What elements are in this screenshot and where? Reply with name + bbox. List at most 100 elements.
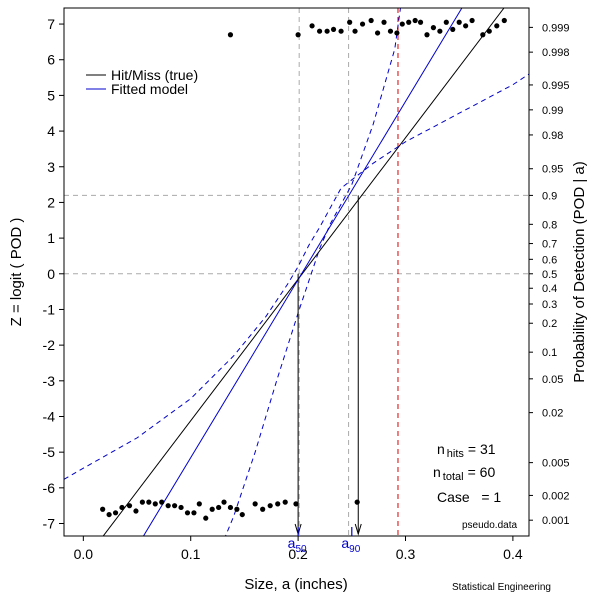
data-point-hits-26 xyxy=(469,17,475,24)
stat-hits: n hits = 31 xyxy=(437,441,496,460)
credit-text: Statistical Engineering xyxy=(452,582,551,593)
data-point-misses-10 xyxy=(165,503,171,509)
right-tick-label-17: 0.995 xyxy=(542,80,570,92)
y-tick-label-12: 5 xyxy=(47,87,55,103)
x-tick-label-1: 0.1 xyxy=(181,546,201,562)
data-point-hits-4 xyxy=(324,28,330,34)
series-line-0 xyxy=(102,8,505,536)
right-tick-label-13: 0.9 xyxy=(542,190,557,202)
right-axis: 0.001 0.002 0.005 0.02 0.05 0.1 0.2 0.3 0.4 0.5 0.… xyxy=(529,22,570,527)
data-point-misses-1 xyxy=(106,511,112,518)
a-markers: a50 a90 xyxy=(288,527,361,555)
data-point-hits-15 xyxy=(399,21,405,27)
right-tick-label-19: 0.999 xyxy=(542,22,570,34)
stat-case: Case = 1 xyxy=(437,489,501,505)
data-point-hits-8 xyxy=(352,28,358,34)
data-point-misses-19 xyxy=(221,499,227,505)
bottom-axis: 0.0 0.1 0.2 0.3 0.4 xyxy=(74,536,523,562)
x-axis-title: Size, a (inches) xyxy=(244,576,347,593)
data-point-misses-18 xyxy=(216,504,222,511)
model-lines xyxy=(64,8,529,536)
right-tick-label-11: 0.7 xyxy=(542,239,557,251)
data-point-misses-8 xyxy=(152,501,158,507)
right-tick-label-16: 0.99 xyxy=(542,105,563,117)
data-point-misses-24 xyxy=(260,506,266,512)
y-tick-label-14: 7 xyxy=(47,16,55,32)
data-point-hits-29 xyxy=(494,23,500,29)
legend-label-fitted: Fitted model xyxy=(111,81,188,97)
right-tick-label-14: 0.95 xyxy=(542,164,563,176)
y-tick-label-1: -6 xyxy=(43,480,56,496)
data-point-hits-7 xyxy=(347,19,353,25)
data-point-misses-22 xyxy=(239,511,245,518)
right-tick-label-5: 0.1 xyxy=(542,347,557,359)
reference-lines xyxy=(64,8,529,536)
data-point-misses-6 xyxy=(139,499,145,505)
data-point-misses-29 xyxy=(354,499,360,505)
y-tick-label-5: -2 xyxy=(43,337,56,353)
y2-axis-title: Probability of Detection (POD | a) xyxy=(571,161,588,382)
data-point-hits-25 xyxy=(463,23,469,29)
right-tick-label-15: 0.98 xyxy=(542,130,563,142)
arrows xyxy=(294,195,362,536)
data-point-hits-19 xyxy=(424,32,430,38)
right-tick-label-18: 0.998 xyxy=(542,47,570,59)
plot-frame xyxy=(63,7,530,537)
y-tick-label-13: 6 xyxy=(47,52,55,68)
data-point-hits-27 xyxy=(480,32,486,38)
stat-total: n total = 60 xyxy=(433,464,495,483)
right-tick-label-10: 0.6 xyxy=(542,254,557,266)
data-point-misses-9 xyxy=(159,499,165,505)
y-tick-label-2: -5 xyxy=(43,444,56,460)
series-line-1 xyxy=(142,8,463,536)
legend-label-true: Hit/Miss (true) xyxy=(111,67,198,83)
right-tick-label-4: 0.05 xyxy=(542,374,563,386)
right-tick-label-2: 0.005 xyxy=(542,458,570,470)
y-tick-label-11: 4 xyxy=(47,123,55,139)
series-line-3 xyxy=(224,8,401,536)
data-point-misses-3 xyxy=(119,504,125,511)
data-point-hits-22 xyxy=(443,19,449,25)
right-tick-label-3: 0.02 xyxy=(542,408,563,420)
data-point-misses-20 xyxy=(227,504,234,511)
data-point-hits-18 xyxy=(417,19,424,25)
marker-label-a90: a90 xyxy=(341,535,360,555)
y-tick-label-0: -7 xyxy=(43,516,56,532)
data-point-misses-2 xyxy=(112,510,119,516)
data-point-misses-11 xyxy=(172,503,178,509)
y-tick-label-9: 2 xyxy=(47,194,55,210)
pseudo-data-note: pseudo.data xyxy=(462,520,517,531)
arrow-head-1 xyxy=(354,523,362,536)
x-tick-label-0: 0.0 xyxy=(74,546,94,562)
legend: Hit/Miss (true) Fitted model xyxy=(86,67,198,97)
data-point-hits-17 xyxy=(412,17,418,24)
data-point-misses-0 xyxy=(100,506,106,512)
x-tick-label-2: 0.2 xyxy=(288,546,308,562)
data-point-hits-16 xyxy=(406,19,412,25)
data-point-misses-25 xyxy=(267,503,273,509)
data-point-hits-14 xyxy=(394,30,400,36)
data-point-misses-15 xyxy=(196,501,202,507)
data-point-hits-13 xyxy=(387,28,394,34)
data-point-misses-26 xyxy=(275,501,281,507)
y-tick-label-3: -4 xyxy=(43,408,56,424)
y-tick-label-7: 0 xyxy=(47,266,55,282)
data-point-hits-23 xyxy=(450,26,456,33)
right-tick-label-1: 0.002 xyxy=(542,490,570,502)
right-tick-label-12: 0.8 xyxy=(542,219,557,231)
data-point-hits-3 xyxy=(316,28,323,34)
data-point-hits-12 xyxy=(381,19,387,25)
data-point-hits-5 xyxy=(330,26,337,33)
data-point-hits-30 xyxy=(501,17,507,24)
data-point-misses-27 xyxy=(282,499,288,505)
y-tick-label-8: 1 xyxy=(47,230,55,246)
data-point-hits-20 xyxy=(430,25,437,31)
data-point-misses-21 xyxy=(234,506,240,512)
data-point-misses-5 xyxy=(133,508,139,514)
data-point-hits-2 xyxy=(309,23,315,29)
data-point-misses-13 xyxy=(184,510,191,516)
data-point-hits-6 xyxy=(338,28,344,34)
data-points xyxy=(100,17,507,521)
data-point-misses-12 xyxy=(178,504,184,511)
right-tick-label-8: 0.4 xyxy=(542,283,557,295)
